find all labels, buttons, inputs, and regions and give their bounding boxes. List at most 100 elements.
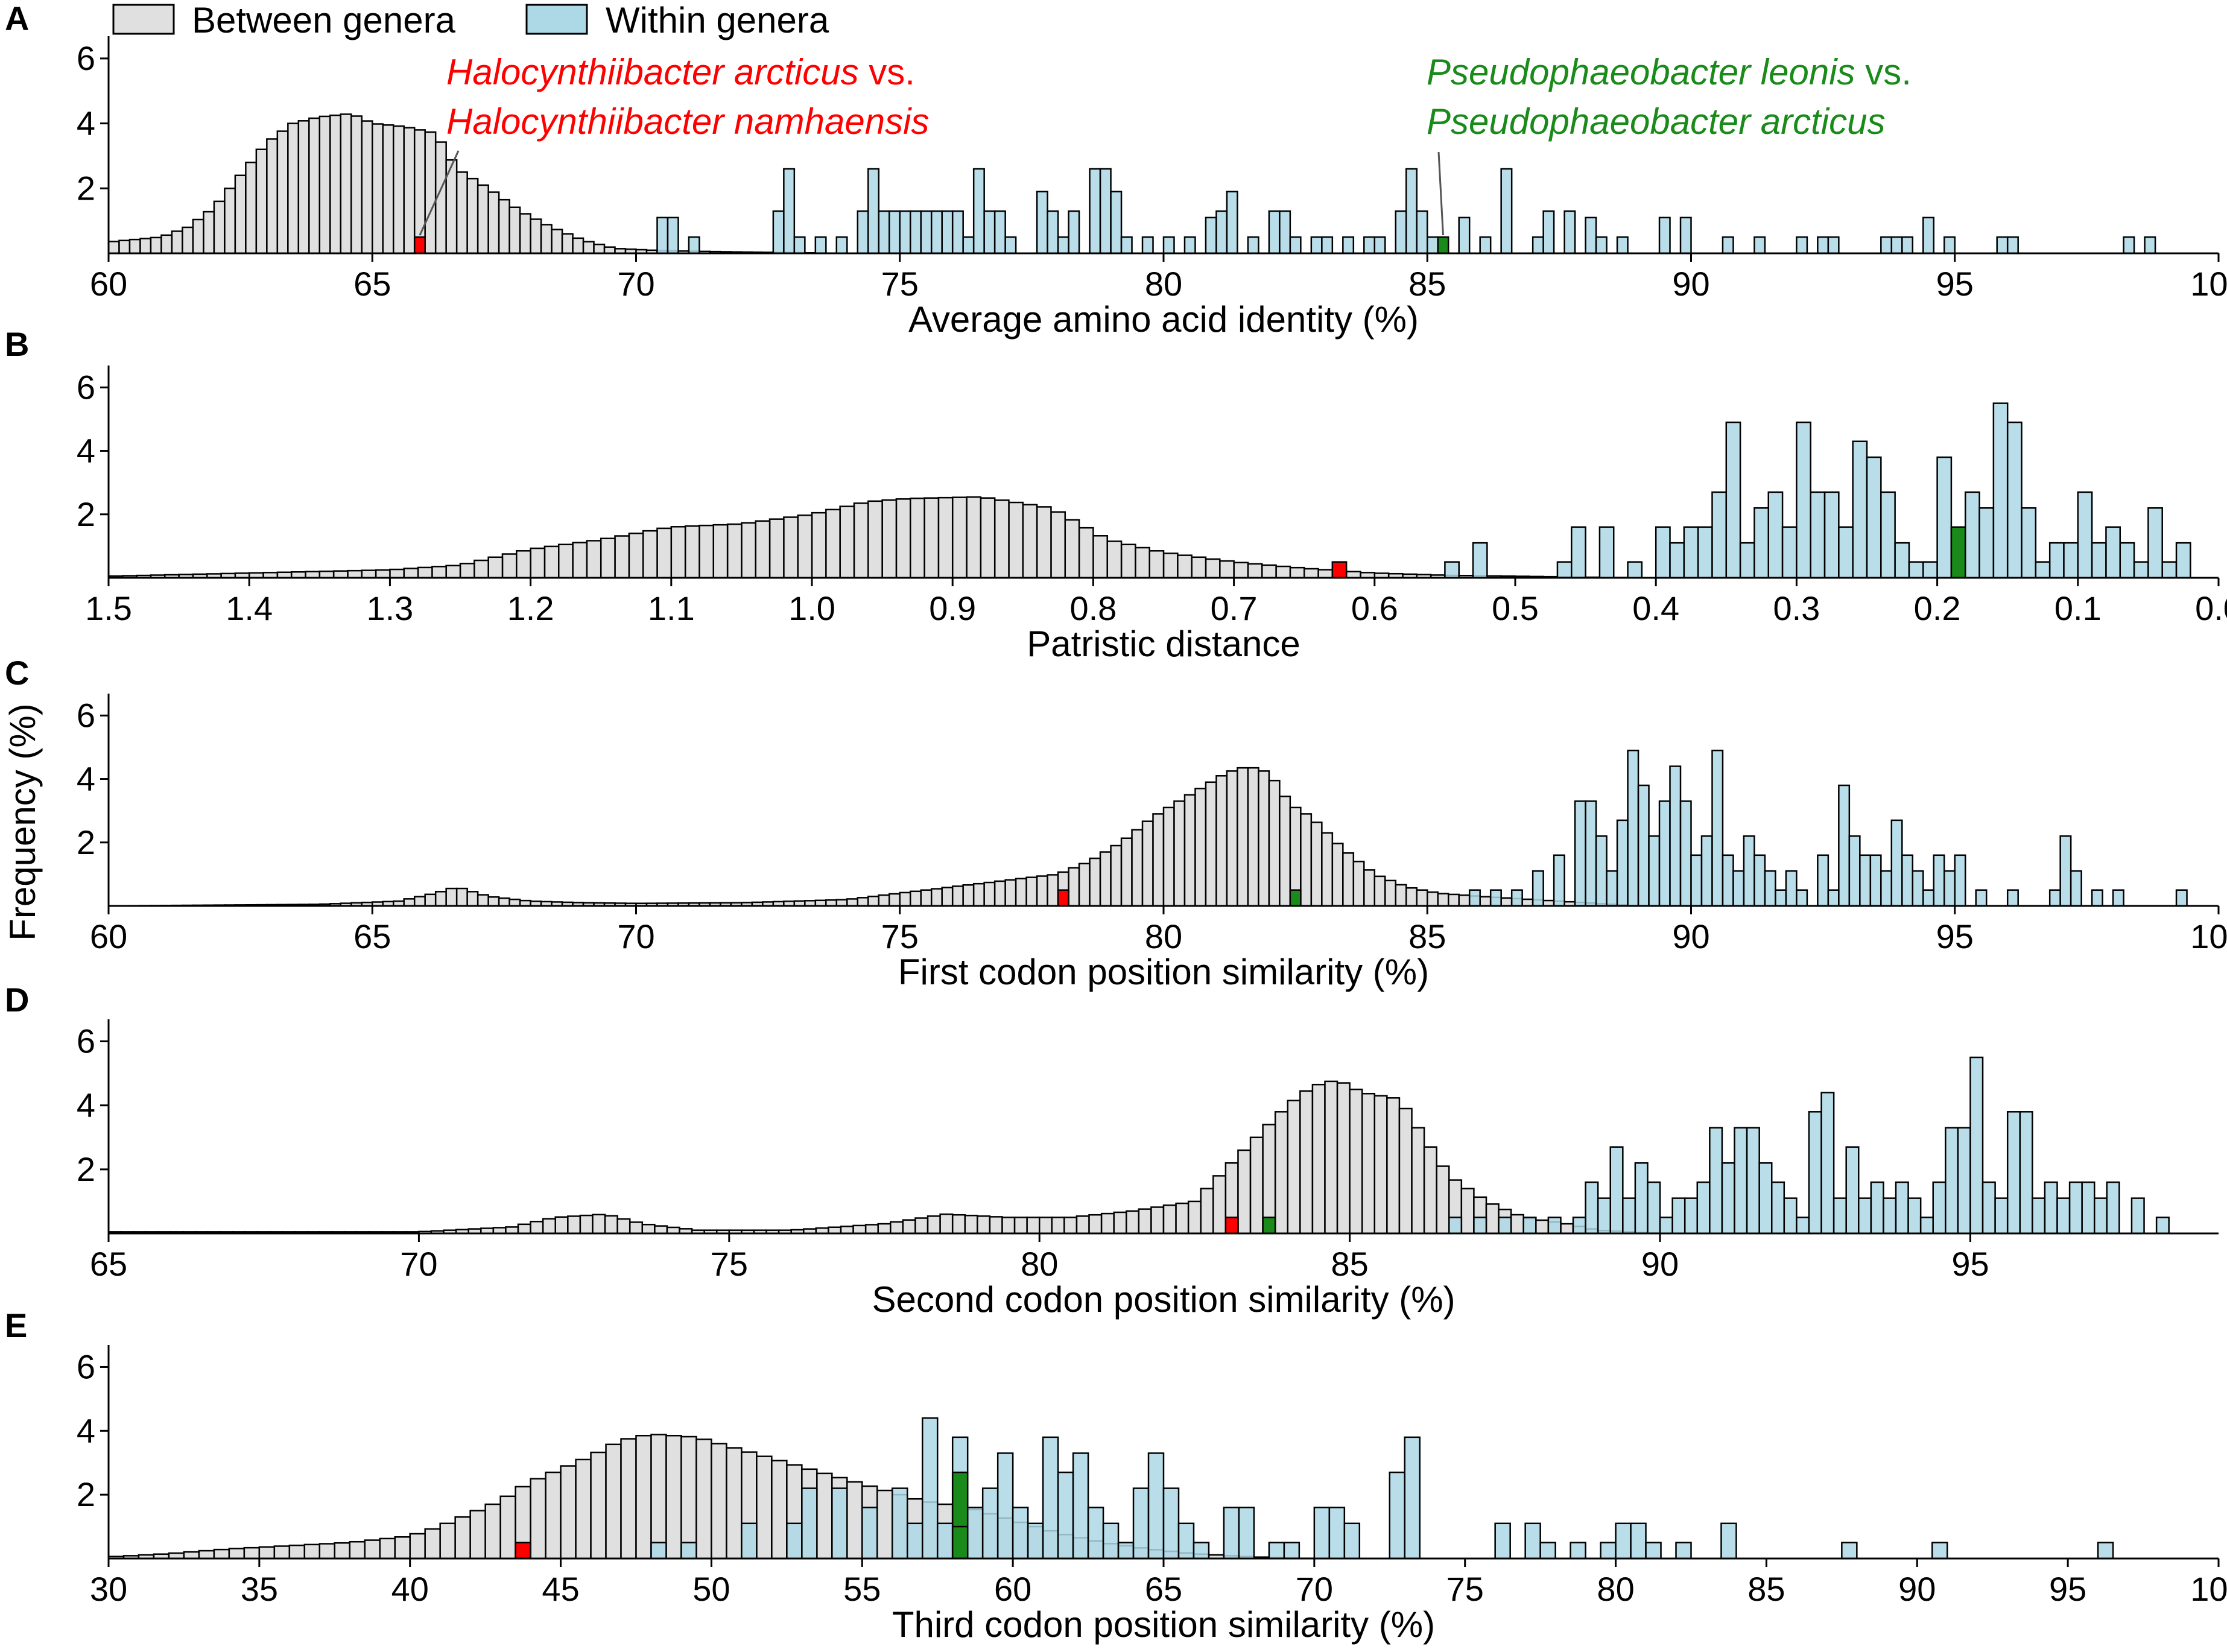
between-bar	[160, 234, 173, 255]
within-bar	[1697, 526, 1713, 579]
within-bar	[1342, 236, 1355, 255]
between-bar	[1141, 820, 1154, 907]
x-tick-label: 100	[2190, 265, 2227, 303]
between-bar	[980, 497, 996, 579]
between-bar	[557, 543, 574, 579]
between-bar	[1194, 788, 1207, 907]
within-bar	[1444, 561, 1460, 579]
x-tick-label: 65	[90, 1245, 127, 1283]
between-bar	[1427, 891, 1439, 907]
between-bar	[964, 1215, 978, 1235]
within-bar	[1880, 491, 1896, 579]
between-bar	[839, 505, 855, 579]
between-bar	[977, 1215, 991, 1235]
within-bar	[1945, 1127, 1959, 1235]
between-bar	[889, 893, 901, 907]
between-bar	[389, 568, 405, 579]
between-bar	[474, 559, 489, 579]
within-bar	[1057, 236, 1069, 255]
between-bar	[1299, 1090, 1314, 1235]
between-bar	[392, 125, 405, 255]
between-bar	[1078, 527, 1094, 579]
within-bar	[2044, 1181, 2058, 1235]
between-bar	[224, 188, 236, 255]
within-bar	[2048, 542, 2065, 579]
x-tick-label: 0.7	[1211, 589, 1258, 627]
between-series	[107, 767, 1639, 907]
within-bar	[1746, 1127, 1760, 1235]
between-bar	[498, 198, 510, 255]
between-bar	[797, 514, 813, 579]
within-bar	[1147, 1452, 1165, 1560]
within-bar	[1943, 236, 1956, 255]
within-bar	[889, 210, 901, 255]
within-bar	[1796, 889, 1808, 907]
highlight-bar-green	[1289, 889, 1302, 907]
within-bar	[1907, 1197, 1922, 1235]
between-bar	[375, 569, 391, 579]
between-bar	[1068, 867, 1080, 907]
x-tick-label: 80	[1597, 1570, 1634, 1608]
annotation-species: Pseudophaeobacter leonis	[1427, 52, 1855, 92]
between-bar	[684, 525, 700, 579]
between-bar	[1521, 898, 1534, 907]
between-bar	[505, 1226, 519, 1235]
between-bar	[816, 1472, 833, 1560]
between-bar	[756, 1455, 773, 1560]
between-bar	[656, 527, 673, 579]
x-tick-label: 75	[881, 265, 919, 303]
x-tick-label: 85	[1408, 917, 1446, 955]
within-bar	[650, 1542, 667, 1560]
within-bar	[2070, 870, 2082, 907]
between-bar	[409, 1533, 426, 1560]
between-bar	[629, 1221, 644, 1235]
between-bar	[171, 230, 183, 255]
within-bar	[667, 217, 679, 255]
x-tick-label: 70	[1296, 1570, 1333, 1608]
between-bar	[1120, 837, 1133, 907]
x-tick-label: 0.8	[1069, 589, 1117, 627]
between-bar	[1050, 511, 1066, 579]
within-bar	[2097, 1542, 2114, 1560]
within-bar	[1595, 835, 1608, 907]
between-bar	[920, 889, 933, 907]
between-bar	[983, 881, 996, 907]
within-bar	[1901, 854, 1914, 907]
within-bar	[1595, 236, 1608, 255]
between-bar	[308, 117, 321, 255]
x-tick-label: 1.0	[788, 589, 835, 627]
between-bar	[1436, 1165, 1450, 1235]
within-bar	[1600, 1542, 1617, 1560]
between-bar	[1386, 1097, 1401, 1235]
within-bar	[1943, 870, 1956, 907]
y-tick-label: 6	[77, 368, 95, 406]
within-bar	[1866, 456, 1882, 579]
highlight-bar-green	[1262, 1217, 1276, 1235]
within-bar	[1808, 1111, 1822, 1235]
between-bar	[1177, 554, 1193, 579]
within-bar	[1823, 491, 1840, 579]
between-bar	[1247, 767, 1259, 907]
within-bar	[2032, 1197, 2046, 1235]
y-tick-label: 4	[77, 1411, 95, 1449]
between-bar	[382, 124, 394, 255]
within-bar	[981, 1487, 999, 1560]
within-series	[1444, 402, 2191, 579]
within-bar	[1880, 236, 1893, 255]
between-bar	[1064, 519, 1080, 579]
between-bar	[1405, 887, 1418, 907]
between-bar	[424, 131, 437, 255]
between-bar	[466, 177, 479, 255]
within-bar	[2048, 889, 2061, 907]
panel-e: E 2 4 6 30 35 40 45 50 55 60 65 70 75 80 85 90 95 100 Third…	[5, 1306, 2227, 1645]
x-tick-label: 50	[692, 1570, 730, 1608]
x-tick-label: 95	[1951, 1245, 1989, 1283]
within-bar	[831, 1487, 848, 1560]
within-bar	[2147, 507, 2163, 579]
within-bar	[1669, 765, 1682, 907]
within-bar	[1679, 800, 1692, 907]
within-bar	[1416, 210, 1428, 255]
between-bar	[561, 233, 574, 255]
between-bar	[288, 1544, 306, 1560]
legend-swatch-between	[112, 4, 175, 35]
